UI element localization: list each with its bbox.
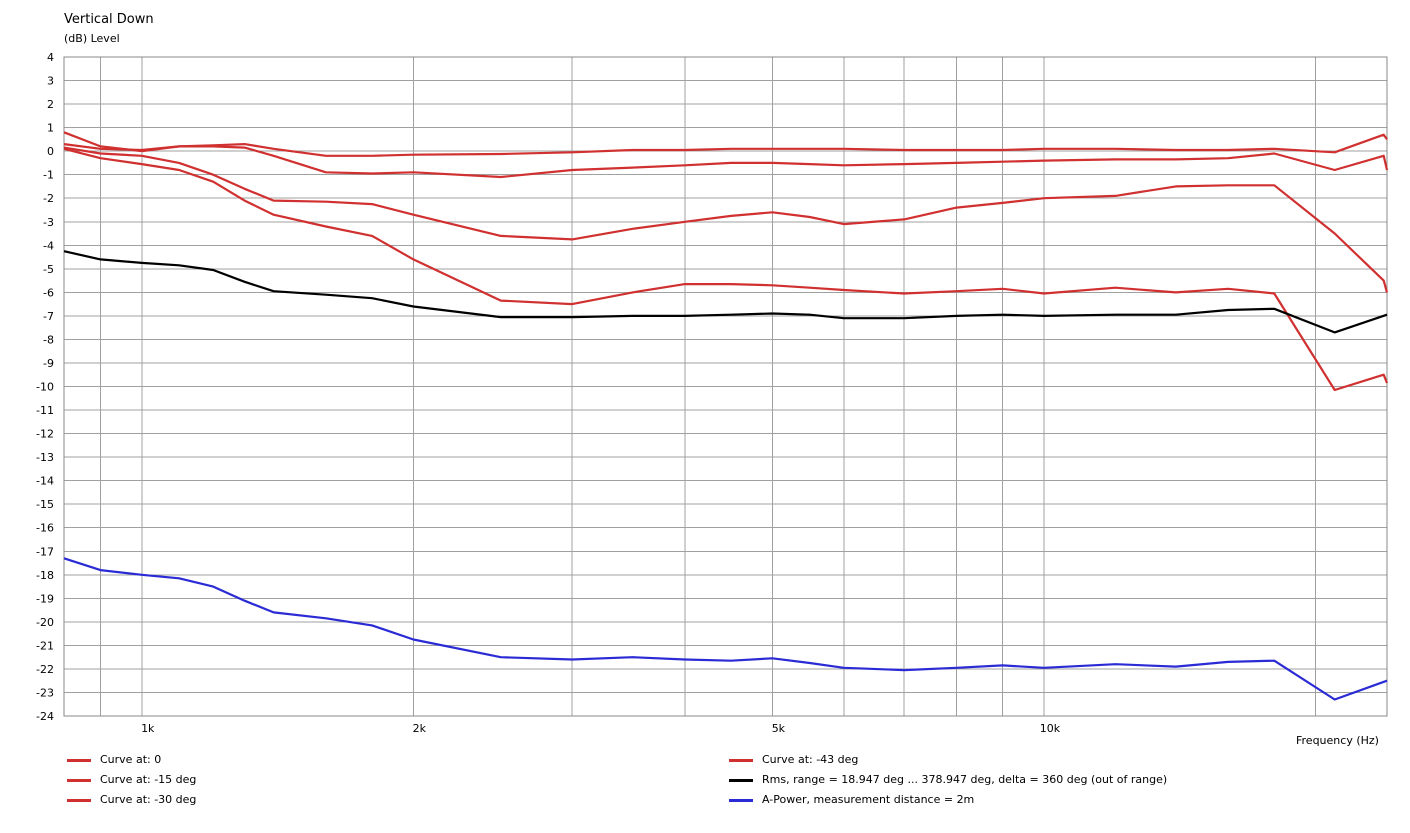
- legend-label: Curve at: -30 deg: [100, 793, 197, 806]
- y-tick-label: -4: [43, 239, 54, 252]
- x-tick-label: 1k: [141, 722, 155, 735]
- y-tick-label: -16: [36, 522, 54, 535]
- series-line-6: [63, 557, 1388, 701]
- series-line-5: [63, 250, 1388, 334]
- y-tick-label: -14: [36, 475, 54, 488]
- y-tick-label: -17: [36, 545, 54, 558]
- legend-swatch: [67, 759, 91, 762]
- y-axis-label: (dB) Level: [64, 32, 120, 45]
- legend-label: A-Power, measurement distance = 2m: [762, 793, 975, 806]
- x-tick-label: 5k: [772, 722, 786, 735]
- y-tick-label: -20: [36, 616, 54, 629]
- y-tick-label: -10: [36, 381, 54, 394]
- series-line-4: [63, 147, 1389, 392]
- y-tick-label: 3: [47, 75, 54, 88]
- series-line-2: [63, 131, 1389, 179]
- legend-label: Curve at: 0: [100, 753, 162, 766]
- x-tick-label: 10k: [1040, 722, 1061, 735]
- y-tick-label: -24: [36, 710, 54, 723]
- legend-label: Curve at: -43 deg: [762, 753, 859, 766]
- y-tick-label: 4: [47, 51, 54, 64]
- y-tick-label: -9: [43, 357, 54, 370]
- legend-swatch: [729, 759, 753, 762]
- y-tick-label: -1: [43, 169, 54, 182]
- y-tick-label: -8: [43, 333, 54, 346]
- y-tick-label: 0: [47, 145, 54, 158]
- y-tick-label: -6: [43, 286, 54, 299]
- y-tick-label: -15: [36, 498, 54, 511]
- chart-title: Vertical Down: [64, 12, 154, 27]
- legend-swatch: [67, 779, 91, 782]
- y-tick-label: -21: [36, 639, 54, 652]
- legend-swatch: [729, 779, 753, 782]
- y-tick-label: 1: [47, 122, 54, 135]
- legend-label: Curve at: -15 deg: [100, 773, 197, 786]
- series-line-3: [63, 146, 1389, 293]
- legend-swatch: [729, 799, 753, 802]
- y-tick-label: -11: [36, 404, 54, 417]
- legend-swatch: [67, 799, 91, 802]
- y-tick-label: -22: [36, 663, 54, 676]
- y-tick-label: -3: [43, 216, 54, 229]
- y-tick-label: -5: [43, 263, 54, 276]
- y-tick-label: -19: [36, 592, 54, 605]
- y-tick-label: -12: [36, 428, 54, 441]
- x-tick-label: 2k: [413, 722, 427, 735]
- y-tick-label: -23: [36, 686, 54, 699]
- legend-label: Rms, range = 18.947 deg ... 378.947 deg,…: [762, 773, 1168, 786]
- y-tick-label: -2: [43, 192, 54, 205]
- y-tick-label: -18: [36, 569, 54, 582]
- y-tick-label: 2: [47, 98, 54, 111]
- series-line-1: [63, 133, 1388, 157]
- x-axis-label: Frequency (Hz): [1296, 734, 1379, 747]
- y-tick-label: -7: [43, 310, 54, 323]
- plot-frame: [63, 56, 1388, 717]
- y-tick-label: -13: [36, 451, 54, 464]
